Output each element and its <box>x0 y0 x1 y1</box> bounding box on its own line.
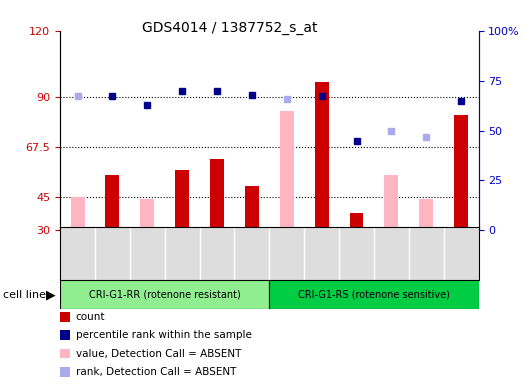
Text: ▶: ▶ <box>46 288 55 301</box>
Text: GDS4014 / 1387752_s_at: GDS4014 / 1387752_s_at <box>142 21 318 35</box>
Text: CRI-G1-RS (rotenone sensitive): CRI-G1-RS (rotenone sensitive) <box>298 290 450 300</box>
Bar <box>454 115 468 230</box>
Bar <box>349 213 363 230</box>
Bar <box>384 175 399 230</box>
Bar <box>106 175 119 230</box>
Text: count: count <box>76 312 105 322</box>
Bar <box>71 197 85 230</box>
FancyBboxPatch shape <box>269 280 479 309</box>
Text: cell line: cell line <box>3 290 46 300</box>
Text: rank, Detection Call = ABSENT: rank, Detection Call = ABSENT <box>76 367 236 377</box>
Bar <box>315 82 328 230</box>
Text: percentile rank within the sample: percentile rank within the sample <box>76 330 252 340</box>
Bar <box>280 111 294 230</box>
Bar <box>419 199 433 230</box>
Text: value, Detection Call = ABSENT: value, Detection Call = ABSENT <box>76 349 241 359</box>
Bar <box>175 170 189 230</box>
Bar <box>210 159 224 230</box>
Bar <box>245 186 259 230</box>
FancyBboxPatch shape <box>60 280 269 309</box>
Bar <box>140 199 154 230</box>
Text: CRI-G1-RR (rotenone resistant): CRI-G1-RR (rotenone resistant) <box>89 290 241 300</box>
